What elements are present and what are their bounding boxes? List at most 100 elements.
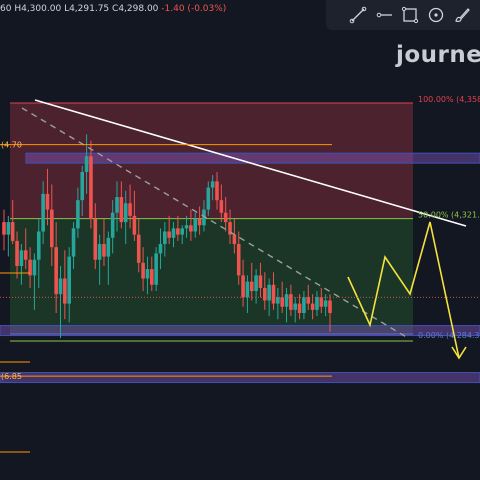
projected-path bbox=[347, 221, 460, 359]
candle-body-34 bbox=[149, 269, 154, 285]
purple-zone-2 bbox=[0, 372, 480, 384]
candle-body-50 bbox=[219, 200, 224, 213]
candle-body-17 bbox=[76, 200, 80, 229]
candle-body-30 bbox=[132, 215, 137, 235]
candle-body-49 bbox=[215, 181, 219, 201]
candle-body-42 bbox=[184, 225, 189, 229]
candle-body-58 bbox=[254, 275, 258, 292]
close-value: C4,298.00 bbox=[112, 4, 159, 14]
level-label-0: (4.70 bbox=[1, 141, 22, 150]
candle-body-14 bbox=[63, 278, 67, 304]
candle-body-28 bbox=[123, 203, 128, 223]
candle-body-21 bbox=[93, 218, 98, 260]
candle-body-43 bbox=[189, 225, 193, 232]
candle-body-27 bbox=[119, 197, 124, 223]
candle-body-13 bbox=[58, 278, 63, 295]
candle-body-25 bbox=[110, 212, 115, 238]
candle-body-31 bbox=[136, 234, 141, 263]
candle-body-68 bbox=[297, 303, 302, 313]
candle-body-18 bbox=[80, 171, 85, 201]
ohlc-legend: 60 H4,300.00 L4,291.75 C4,298.00 -1.40 (… bbox=[0, 4, 226, 14]
candle-body-66 bbox=[289, 294, 293, 310]
candle-body-59 bbox=[258, 275, 263, 288]
fib-lower-zone bbox=[10, 218, 413, 334]
candle-body-44 bbox=[193, 218, 198, 232]
rectangle-icon[interactable] bbox=[400, 5, 420, 25]
candle-body-7 bbox=[32, 259, 37, 276]
low-value: L4,291.75 bbox=[64, 4, 110, 14]
candle-body-63 bbox=[276, 297, 280, 304]
drawing-toolbar bbox=[326, 0, 480, 30]
candle-body-69 bbox=[302, 297, 306, 313]
candle-body-23 bbox=[102, 244, 106, 257]
candle-body-60 bbox=[263, 287, 267, 301]
high-value: H4,300.00 bbox=[14, 4, 62, 14]
candle-body-65 bbox=[284, 294, 289, 307]
watermark-text: journey bbox=[396, 42, 480, 68]
candle-body-40 bbox=[176, 228, 180, 235]
candle-body-62 bbox=[271, 284, 276, 304]
candle-body-46 bbox=[202, 209, 206, 226]
candle-body-4 bbox=[19, 250, 24, 266]
candle-body-64 bbox=[280, 297, 284, 307]
candle-body-10 bbox=[45, 193, 50, 210]
candle-body-9 bbox=[41, 193, 45, 232]
fib-label-2: 0.00% (4,284.30 bbox=[418, 331, 480, 340]
candle-body-2 bbox=[10, 222, 15, 241]
candle-body-57 bbox=[249, 281, 254, 292]
candle-body-74 bbox=[323, 300, 328, 307]
candle-body-20 bbox=[89, 156, 93, 219]
dashed-channel-line bbox=[21, 107, 409, 339]
candle-body-19 bbox=[84, 156, 89, 172]
candle-body-73 bbox=[319, 297, 324, 307]
candle-body-70 bbox=[306, 297, 311, 304]
candle-body-0 bbox=[2, 222, 6, 235]
candle-body-56 bbox=[245, 281, 250, 298]
change-value: -1.40 (-0.03%) bbox=[161, 4, 227, 14]
candle-body-22 bbox=[97, 244, 102, 260]
candle-body-67 bbox=[293, 303, 298, 310]
candle-body-35 bbox=[154, 253, 158, 285]
fib-label-1: 50.00% (4,321.1 bbox=[418, 211, 480, 220]
descending-trendline bbox=[34, 99, 467, 227]
candle-body-39 bbox=[171, 228, 176, 238]
trend-line-icon[interactable] bbox=[348, 5, 368, 25]
purple-zone-1 bbox=[0, 325, 480, 337]
candle-body-33 bbox=[145, 269, 150, 279]
candle-body-72 bbox=[315, 297, 319, 310]
candle-body-51 bbox=[223, 212, 228, 223]
candle-body-36 bbox=[158, 244, 163, 254]
candle-body-6 bbox=[28, 259, 32, 276]
level-label-1: (6.85 bbox=[1, 372, 22, 381]
candle-body-1 bbox=[6, 222, 11, 235]
candle-body-5 bbox=[23, 250, 28, 260]
candle-body-45 bbox=[197, 218, 202, 226]
candle-body-38 bbox=[167, 231, 171, 238]
horizontal-ray-icon[interactable] bbox=[374, 5, 394, 25]
candle-body-75 bbox=[328, 300, 332, 313]
candle-body-54 bbox=[236, 244, 241, 276]
candle-body-29 bbox=[128, 203, 132, 216]
candle-body-52 bbox=[228, 222, 232, 235]
candle-body-24 bbox=[106, 237, 111, 257]
candle-body-48 bbox=[210, 181, 215, 188]
candle-body-15 bbox=[67, 256, 71, 304]
candle-body-53 bbox=[232, 234, 237, 245]
candle-body-47 bbox=[206, 187, 211, 210]
open-value: 60 bbox=[0, 4, 12, 14]
candle-body-8 bbox=[36, 231, 41, 260]
circle-icon[interactable] bbox=[426, 5, 446, 25]
candle-body-11 bbox=[50, 209, 54, 248]
fib-label-0: 100.00% (4,358. bbox=[418, 95, 480, 104]
candle-body-12 bbox=[54, 247, 58, 295]
brush-icon[interactable] bbox=[452, 5, 472, 25]
candle-body-61 bbox=[267, 284, 271, 301]
candle-body-55 bbox=[241, 275, 245, 298]
candle-body-16 bbox=[71, 228, 76, 257]
projection-arrowhead bbox=[451, 346, 467, 360]
fib-upper-zone bbox=[10, 103, 413, 219]
candle-body-3 bbox=[15, 240, 19, 266]
candle-body-41 bbox=[180, 228, 185, 235]
candle-body-26 bbox=[115, 197, 119, 213]
